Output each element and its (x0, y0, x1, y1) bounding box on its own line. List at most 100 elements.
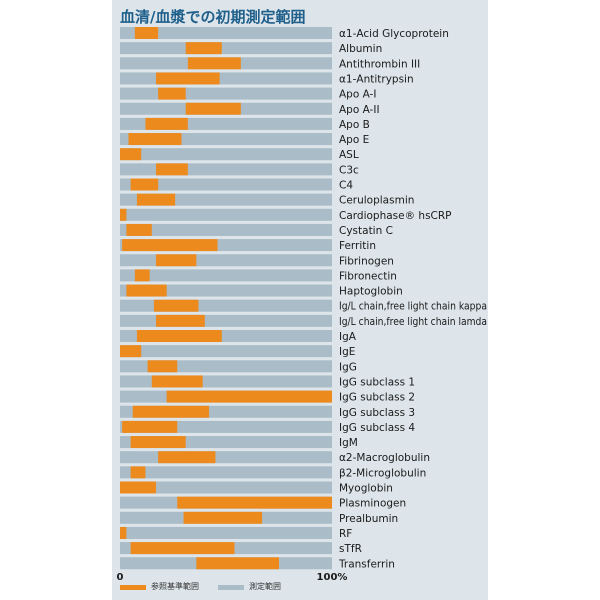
reference-range-bar (136, 193, 176, 206)
measuring-range-bar (120, 481, 332, 494)
row-label: Plasminogen (339, 498, 406, 510)
measuring-range-bar (120, 269, 332, 282)
reference-range-bar (156, 314, 205, 327)
measuring-range-bar (120, 148, 332, 161)
row-label: ASL (339, 149, 359, 161)
measuring-range-bar (120, 72, 332, 85)
reference-range-bar (130, 466, 146, 479)
row-label: Ferritin (339, 240, 376, 252)
reference-range-bar (120, 345, 142, 358)
row-label: Myoglobin (339, 483, 393, 495)
row-label: α1-Acid Glycoprotein (339, 28, 449, 40)
legend-swatch-reference (120, 585, 146, 590)
reference-range-bar (130, 436, 186, 449)
measuring-range-bar (120, 345, 332, 358)
reference-range-bar (166, 390, 332, 403)
row-label: Cystatin C (339, 225, 393, 237)
reference-range-bar (128, 133, 182, 146)
measuring-range-bar (120, 526, 332, 539)
row-label: Ig/L chain,free light chain kappa (339, 301, 487, 313)
reference-range-bar (120, 526, 127, 539)
reference-range-bar (185, 102, 241, 115)
row-label: Ig/L chain,free light chain lamda (339, 316, 487, 328)
reference-range-bar (120, 481, 157, 494)
reference-range-bar (158, 87, 186, 100)
reference-range-bar (122, 239, 218, 252)
x-tick-label: 0 (117, 572, 124, 583)
row-label: IgG subclass 4 (339, 422, 415, 434)
legend-label-measuring: 測定範囲 (249, 582, 281, 591)
measuring-range-bar (120, 466, 332, 479)
row-label: IgA (339, 331, 357, 343)
row-label: Apo A-I (339, 89, 376, 101)
row-label: Fibronectin (339, 270, 397, 282)
reference-range-bar (156, 254, 197, 267)
measuring-range-bar (120, 163, 332, 176)
row-label: C4 (339, 180, 353, 192)
row-label: α2-Macroglobulin (339, 452, 430, 464)
measuring-range-bar (120, 299, 332, 312)
reference-range-bar (134, 269, 150, 282)
measuring-range-bar (120, 87, 332, 100)
row-label: Prealbumin (339, 513, 398, 525)
reference-range-bar (156, 72, 220, 85)
measuring-range-bar (120, 223, 332, 236)
reference-range-bar (151, 375, 203, 388)
row-label: C3c (339, 164, 359, 176)
row-label: Haptoglobin (339, 286, 403, 298)
chart-title: 血清/血漿での初期測定範囲 (120, 8, 306, 26)
row-label: IgG subclass 1 (339, 376, 415, 388)
row-label: IgG subclass 2 (339, 392, 415, 404)
row-label: IgG subclass 3 (339, 407, 415, 419)
reference-range-bar (185, 42, 222, 55)
reference-range-bar (187, 57, 241, 70)
legend-swatch-measuring (218, 585, 244, 590)
reference-range-bar (126, 284, 167, 297)
measuring-range-bar (120, 27, 332, 39)
measuring-range-bar (120, 208, 332, 221)
reference-range-bar (153, 299, 199, 312)
measuring-range-bar (120, 117, 332, 130)
reference-range-bar (158, 451, 216, 464)
row-label: α1-Antitrypsin (339, 73, 414, 85)
reference-range-bar (120, 148, 142, 161)
reference-range-bar (177, 496, 332, 509)
reference-range-bar (120, 208, 127, 221)
reference-range-bar (122, 420, 178, 433)
row-label: Antithrombin III (339, 58, 420, 70)
row-label: Apo B (339, 119, 370, 131)
reference-range-bar (145, 117, 188, 130)
reference-range-bar (196, 557, 279, 570)
row-label: Apo E (339, 134, 369, 146)
row-label: Apo A-II (339, 104, 380, 116)
row-label: Transferrin (338, 558, 395, 570)
reference-range-bar (134, 27, 159, 39)
reference-range-bar (136, 330, 222, 342)
reference-range-bar (132, 405, 210, 418)
measuring-range-bar (120, 254, 332, 267)
row-label: sTfR (339, 543, 362, 555)
measuring-range-bar (120, 42, 332, 55)
row-label: IgG (339, 361, 357, 373)
row-label: IgM (339, 437, 358, 449)
measuring-range-bar (120, 178, 332, 191)
reference-range-bar (183, 511, 263, 524)
measuring-range-bar (120, 284, 332, 297)
row-label: RF (339, 528, 352, 540)
row-label: IgE (339, 346, 355, 358)
row-label: Ceruloplasmin (339, 195, 414, 207)
x-tick-label: 100% (317, 572, 348, 583)
reference-range-bar (130, 542, 235, 555)
measuring-range-bar (120, 314, 332, 327)
row-label: Cardiophase® hsCRP (339, 210, 452, 222)
reference-range-bar (130, 178, 159, 191)
row-label: Albumin (339, 43, 382, 55)
reference-range-bar (126, 223, 152, 236)
row-label: Fibrinogen (339, 255, 394, 267)
reference-range-bar (147, 360, 178, 373)
legend-label-reference: 参照基準範囲 (151, 582, 199, 591)
row-label: β2-Microglobulin (339, 467, 426, 479)
reference-range-bar (156, 163, 188, 176)
measuring-range-bar (120, 451, 332, 464)
